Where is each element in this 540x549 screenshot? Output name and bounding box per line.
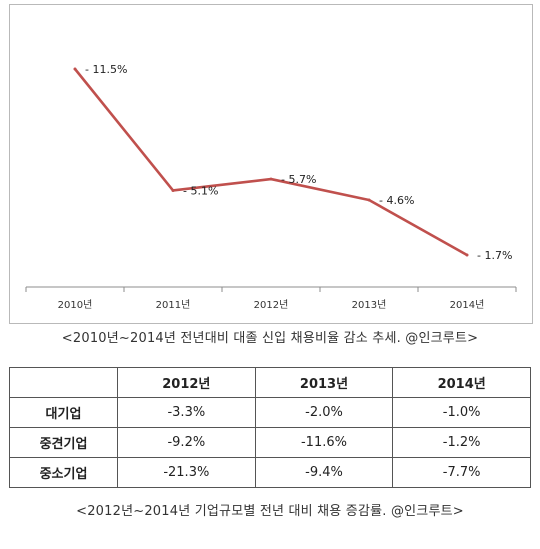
data-label: - 11.5% <box>85 63 127 76</box>
table-cell: -1.0% <box>392 397 531 428</box>
x-tick-label: 2012년 <box>254 299 289 311</box>
row-label-small-company: 중소기업 <box>9 457 118 488</box>
row-label-large-company: 대기업 <box>9 397 118 428</box>
table-cell: -2.0% <box>254 397 394 428</box>
header-2012: 2012년 <box>117 367 256 398</box>
data-point <box>171 188 175 192</box>
data-point <box>73 67 77 71</box>
table-header-row: 2012년 2013년 2014년 <box>9 367 531 398</box>
x-tick-label: 2013년 <box>352 299 387 311</box>
table-cell: -21.3% <box>117 457 256 488</box>
table-row: 중소기업 -21.3% -9.4% -7.7% <box>9 457 531 488</box>
data-label: - 5.1% <box>183 184 218 197</box>
table-corner-cell <box>9 367 118 398</box>
table-row: 대기업 -3.3% -2.0% -1.0% <box>9 397 531 428</box>
table-cell: -9.2% <box>117 427 256 458</box>
chart-plot: 2010년 2011년 2012년 2013년 2014년 - 11.5% - 5.1% - … <box>25 63 517 311</box>
row-label-midsize-company: 중견기업 <box>9 427 118 458</box>
series-line <box>73 67 469 257</box>
data-label: - 4.6% <box>379 194 414 207</box>
table-cell: -3.3% <box>117 397 256 428</box>
table-cell: -7.7% <box>392 457 531 488</box>
table-cell: -11.6% <box>254 427 394 458</box>
data-label: - 1.7% <box>477 249 512 262</box>
header-2014: 2014년 <box>392 367 531 398</box>
table-cell: -1.2% <box>392 427 531 458</box>
table-row: 중견기업 -9.2% -11.6% -1.2% <box>9 427 531 458</box>
table-cell: -9.4% <box>254 457 394 488</box>
header-2013: 2013년 <box>254 367 394 398</box>
data-point <box>269 177 273 181</box>
line-chart: 2010년 2011년 2012년 2013년 2014년 - 11.5% - 5.1% - … <box>9 4 533 324</box>
data-label: - 5.7% <box>281 173 316 186</box>
hiring-change-table: 2012년 2013년 2014년 대기업 -3.3% -2.0% -1.0% … <box>9 367 531 488</box>
table-caption: <2012년~2014년 기업규모별 전년 대비 채용 증감률. @인크루트> <box>76 504 464 519</box>
data-point <box>465 253 469 257</box>
x-tick-label: 2014년 <box>450 299 485 311</box>
x-tick-label: 2011년 <box>156 299 191 311</box>
data-point <box>367 198 371 202</box>
chart-caption: <2010년~2014년 전년대비 대졸 신입 채용비율 감소 추세. @인크루… <box>61 331 479 346</box>
x-tick-label: 2010년 <box>58 299 93 311</box>
